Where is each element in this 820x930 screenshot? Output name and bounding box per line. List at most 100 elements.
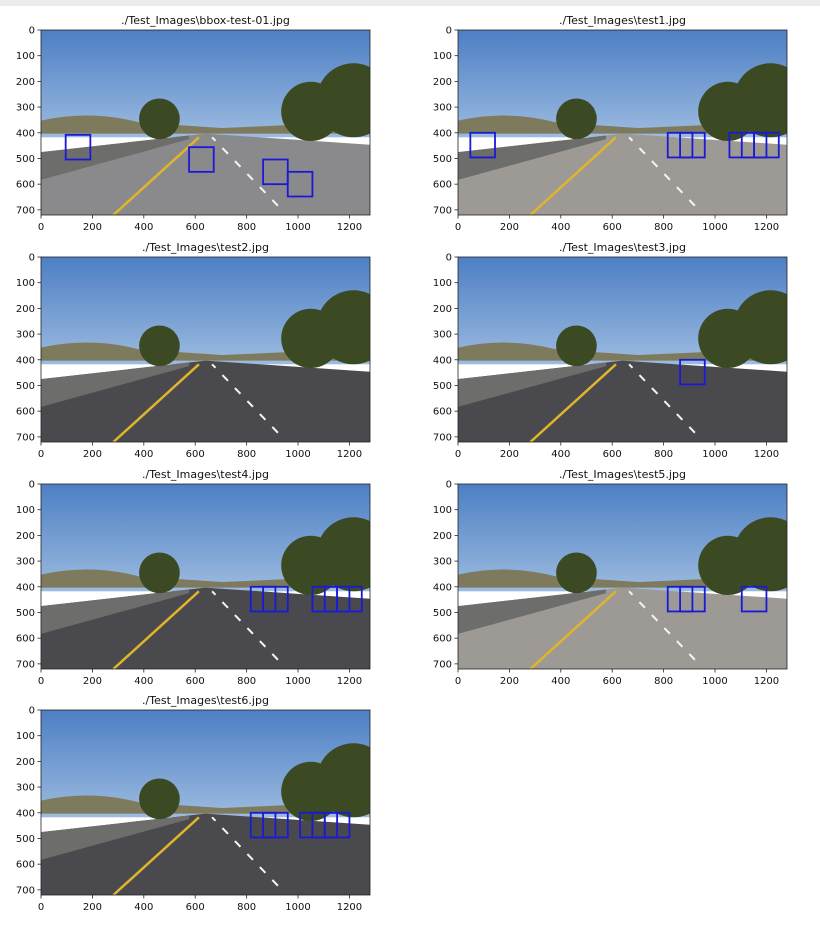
x-tick-label: 400 — [134, 902, 153, 913]
y-tick-label: 100 — [16, 278, 35, 289]
road-surface — [41, 360, 370, 442]
detection-box — [64, 133, 92, 161]
tree-shape — [556, 325, 597, 367]
barrier-wall — [458, 135, 607, 180]
lane-line-white — [211, 136, 279, 207]
y-tick-label: 400 — [433, 582, 452, 593]
y-tick-label: 300 — [16, 330, 35, 341]
image-panel-5: 0 200 400 600 800 1000 1200 0 100 200 300 400 500 600… — [16, 468, 371, 687]
tree-shape — [316, 517, 370, 592]
tree-shape — [316, 63, 370, 138]
road-surface — [41, 813, 370, 895]
lane-line-white — [211, 363, 279, 434]
y-tick-label: 100 — [16, 731, 35, 742]
tree-shape — [139, 778, 180, 820]
y-tick-label: 100 — [16, 51, 35, 62]
y-tick-label: 200 — [16, 77, 35, 88]
x-tick-label: 1200 — [337, 449, 362, 460]
tree-shape — [556, 552, 597, 594]
image-panel-6: 0 200 400 600 800 1000 1200 0 100 200 300 400 500 600… — [433, 468, 788, 687]
x-tick-label: 1000 — [285, 676, 310, 687]
x-tick-label: 200 — [500, 222, 519, 233]
image-panel-4: 0 200 400 600 800 1000 1200 0 100 200 300 400 500 600… — [433, 241, 788, 460]
y-tick-label: 400 — [433, 128, 452, 139]
y-tick-label: 300 — [433, 557, 452, 568]
tree-shape — [733, 63, 787, 138]
x-tick-label: 1200 — [754, 222, 779, 233]
x-tick-label: 0 — [455, 222, 461, 233]
photo-image — [458, 30, 787, 215]
x-tick-label: 0 — [455, 449, 461, 460]
detection-box — [262, 585, 289, 613]
tree-shape — [139, 552, 180, 594]
y-tick-label: 500 — [16, 381, 35, 392]
x-tick-label: 1000 — [702, 676, 727, 687]
y-tick-label: 700 — [433, 432, 452, 443]
x-tick-label: 800 — [237, 449, 256, 460]
lane-line-yellow — [529, 590, 617, 669]
x-tick-label: 0 — [38, 676, 44, 687]
y-tick-label: 400 — [433, 355, 452, 366]
tree-shape — [733, 517, 787, 592]
x-tick-label: 0 — [38, 222, 44, 233]
detection-box — [753, 131, 780, 159]
y-tick-label: 0 — [446, 253, 452, 264]
x-tick-label: 200 — [83, 222, 102, 233]
detection-box — [679, 585, 706, 613]
y-tick-label: 500 — [16, 154, 35, 165]
x-tick-label: 0 — [38, 902, 44, 913]
x-tick-label: 800 — [237, 676, 256, 687]
panel-title: ./Test_Images\bbox-test-01.jpg — [121, 14, 290, 27]
window-top-strip — [0, 0, 820, 6]
detection-box — [323, 811, 351, 839]
y-tick-label: 300 — [433, 103, 452, 114]
x-tick-label: 800 — [654, 449, 673, 460]
x-tick-label: 400 — [134, 222, 153, 233]
axes-frame — [40, 483, 371, 670]
y-tick-label: 500 — [433, 154, 452, 165]
barrier-wall — [458, 362, 607, 407]
x-tick-label: 400 — [551, 676, 570, 687]
y-tick-label: 500 — [16, 608, 35, 619]
y-tick-label: 200 — [433, 77, 452, 88]
panel-title: ./Test_Images\test6.jpg — [142, 694, 269, 707]
axes-frame — [457, 256, 788, 443]
image-panel-7: 0 200 400 600 800 1000 1200 0 100 200 300 400 500 600… — [16, 694, 371, 913]
panel-title: ./Test_Images\test3.jpg — [559, 241, 686, 254]
y-tick-label: 300 — [16, 557, 35, 568]
x-tick-label: 1200 — [337, 222, 362, 233]
y-tick-label: 600 — [16, 407, 35, 418]
y-tick-label: 100 — [433, 51, 452, 62]
x-tick-label: 600 — [603, 676, 622, 687]
photo-image — [41, 484, 370, 669]
axes-frame — [40, 709, 371, 896]
x-tick-label: 800 — [237, 222, 256, 233]
y-tick-label: 700 — [433, 659, 452, 670]
x-tick-label: 600 — [186, 902, 205, 913]
x-tick-label: 400 — [134, 676, 153, 687]
lane-line-yellow — [112, 590, 200, 669]
x-tick-label: 400 — [551, 449, 570, 460]
y-tick-label: 400 — [16, 128, 35, 139]
x-tick-label: 1000 — [702, 449, 727, 460]
y-tick-label: 600 — [16, 180, 35, 191]
y-tick-label: 600 — [433, 180, 452, 191]
photo-image — [458, 484, 787, 669]
y-tick-label: 100 — [433, 278, 452, 289]
x-tick-label: 200 — [83, 676, 102, 687]
tree-shape — [139, 325, 180, 367]
lane-line-white — [628, 136, 696, 207]
y-tick-label: 700 — [16, 659, 35, 670]
lane-line-yellow — [112, 816, 200, 895]
x-tick-label: 1000 — [285, 449, 310, 460]
x-tick-label: 0 — [38, 449, 44, 460]
x-tick-label: 1200 — [754, 676, 779, 687]
x-tick-label: 1200 — [337, 676, 362, 687]
x-tick-label: 600 — [186, 222, 205, 233]
x-tick-label: 600 — [186, 449, 205, 460]
y-tick-label: 700 — [433, 205, 452, 216]
detection-box — [188, 146, 215, 173]
axes-frame — [457, 29, 788, 216]
detection-box — [469, 131, 496, 159]
y-tick-label: 300 — [16, 103, 35, 114]
